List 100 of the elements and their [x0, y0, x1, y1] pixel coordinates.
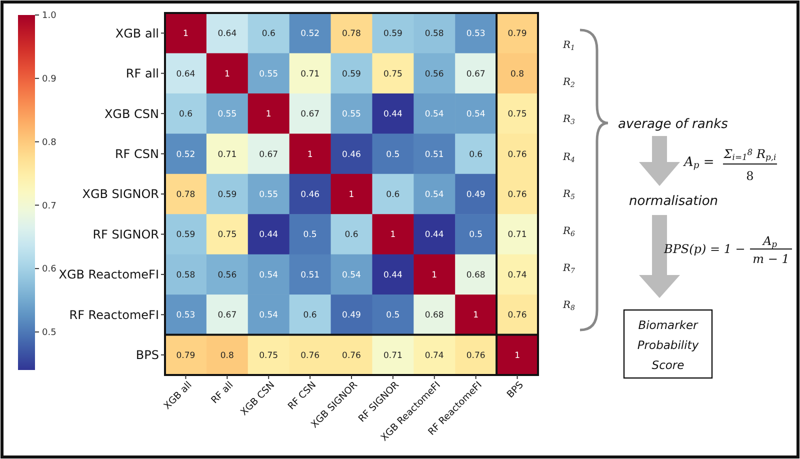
data-label: 0.59	[176, 230, 196, 240]
data-label: 0.64	[218, 29, 237, 40]
data-label: 0.78	[176, 190, 196, 200]
color-bar-label: 0.6	[42, 264, 57, 275]
data-label: 0.6	[303, 310, 317, 321]
data-label: 1	[514, 350, 520, 361]
text: normalisation	[629, 194, 718, 209]
data-label: 0.55	[342, 110, 361, 120]
data-label: 0.44	[383, 110, 402, 120]
data-label: 0.52	[176, 150, 196, 160]
data-label: 0.54	[259, 310, 278, 321]
data-label: 0.44	[424, 230, 444, 240]
x-tick-label: RF all	[209, 380, 236, 406]
data-label: 0.67	[466, 69, 486, 80]
data-label: 0.5	[469, 230, 483, 240]
color-bar-label: 1.0	[42, 11, 57, 22]
data-label: 0.5	[386, 310, 400, 321]
data-label: 0.54	[342, 270, 361, 280]
data-label: 0.68	[424, 310, 444, 321]
data-label: 0.76	[508, 150, 527, 160]
data-label: 0.8	[220, 350, 234, 361]
data-label: 0.6	[386, 190, 400, 200]
text: R$_{7}$	[562, 263, 576, 275]
text: BPS(p) = 1 −	[663, 242, 746, 256]
text: R$_{4}$	[562, 152, 575, 164]
data-label: 0.71	[300, 69, 320, 80]
text: R$_{8}$	[562, 300, 576, 312]
data-label: 1	[266, 110, 272, 120]
data-label: 0.75	[383, 69, 402, 80]
data-label: 0.55	[259, 69, 278, 80]
data-label: 0.78	[342, 29, 361, 40]
data-label: 0.64	[176, 69, 196, 80]
data-label: 0.54	[466, 110, 486, 120]
data-label: 0.59	[342, 69, 361, 80]
data-label: 0.67	[218, 310, 237, 321]
data-label: 0.67	[259, 150, 278, 160]
text: average of ranks	[618, 117, 728, 132]
y-tick-label: XGB SIGNOR	[82, 187, 159, 202]
data-label: 0.6	[178, 110, 192, 120]
data-label: 0.75	[508, 110, 527, 120]
data-label: 0.46	[300, 190, 320, 200]
data-label: 0.71	[508, 230, 527, 240]
data-label: 0.54	[424, 190, 444, 200]
data-label: 0.76	[508, 310, 527, 321]
data-label: 0.51	[300, 270, 320, 280]
data-label: 0.6	[469, 150, 483, 160]
data-label: 0.79	[176, 350, 196, 361]
y-tick-label: XGB CSN	[104, 106, 159, 121]
data-label: 0.52	[300, 29, 320, 40]
data-label: 0.49	[342, 310, 361, 321]
data-label: 0.74	[424, 350, 444, 361]
text: R$_{2}$	[562, 77, 576, 89]
color-bar-label: 0.5	[42, 328, 56, 338]
data-label: 0.58	[424, 29, 444, 40]
y-tick-label: XGB all	[115, 26, 159, 40]
data-label: 0.76	[508, 190, 527, 200]
data-label: 0.68	[466, 270, 486, 280]
text: R$_{6}$	[562, 226, 576, 238]
data-label: 0.8	[510, 69, 524, 80]
color-bar-label: 0.8	[42, 138, 57, 148]
text: 8	[746, 169, 754, 183]
data-label: 0.5	[386, 150, 400, 160]
text: R$_{5}$	[562, 189, 576, 201]
color-bar-label: 0.9	[42, 74, 57, 85]
text: Biomarker Probability Score	[637, 318, 700, 372]
data-label: 0.75	[259, 350, 278, 361]
data-label: 0.76	[342, 350, 361, 361]
data-label: 0.74	[508, 270, 527, 280]
data-label: 0.54	[259, 270, 278, 280]
data-label: 0.53	[466, 29, 486, 40]
data-label: 0.56	[218, 270, 237, 280]
text: R$_{3}$	[562, 114, 576, 126]
y-tick-label: XGB ReactomeFI	[58, 268, 159, 282]
text: R$_{1}$	[562, 40, 575, 52]
y-tick-label: RF SIGNOR	[92, 227, 159, 242]
data-label: 0.76	[300, 350, 320, 361]
color-bar-label: 0.7	[42, 201, 56, 212]
data-label: 0.79	[508, 29, 527, 40]
data-label: 0.59	[383, 29, 402, 40]
y-tick-label: RF ReactomeFI	[69, 308, 159, 322]
data-label: 0.49	[466, 190, 486, 200]
y-tick-label: BPS	[136, 348, 159, 362]
data-label: 0.6	[262, 29, 276, 40]
data-label: 0.53	[176, 310, 196, 321]
data-label: 1	[183, 29, 188, 40]
data-label: 0.55	[259, 190, 278, 200]
data-label: 0.59	[218, 190, 237, 200]
data-label: 1	[348, 190, 354, 200]
text: m − 1	[752, 252, 790, 266]
data-label: 1	[224, 69, 230, 80]
text: A$_{p}$ =	[683, 155, 714, 172]
data-label: 1	[473, 310, 479, 321]
y-tick-label: RF all	[126, 66, 159, 81]
text: A$_{p}$	[762, 234, 778, 249]
data-label: 0.75	[218, 230, 237, 240]
data-label: 0.58	[176, 270, 196, 280]
data-label: 0.71	[383, 350, 402, 361]
data-label: 0.6	[344, 230, 358, 240]
data-label: 1	[390, 230, 396, 240]
data-label: 0.55	[218, 110, 237, 120]
